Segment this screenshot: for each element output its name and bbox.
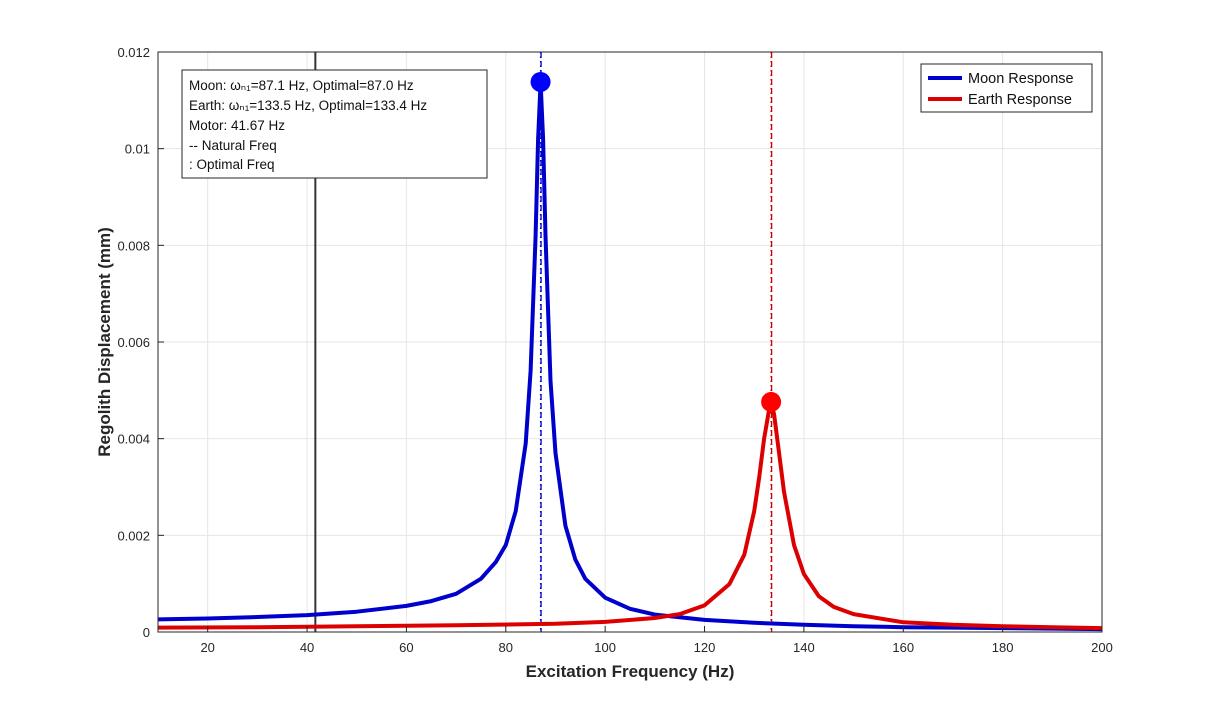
peak-markers (530, 71, 782, 412)
x-tick-label: 80 (499, 640, 513, 655)
y-tick-label: 0.006 (117, 335, 150, 350)
y-tick-label: 0.004 (117, 432, 150, 447)
legend-label-earth: Earth Response (968, 92, 1072, 108)
annotation-line: : Optimal Freq (189, 157, 275, 172)
x-axis-title: Excitation Frequency (Hz) (526, 662, 735, 681)
legend-label-moon: Moon Response (968, 71, 1074, 87)
x-tick-label: 140 (793, 640, 815, 655)
x-tick-label: 40 (300, 640, 314, 655)
series-line (158, 80, 1102, 632)
x-axis-ticks: 20 40 60 80 100 120 140 160 180 200 (200, 626, 1113, 655)
legend: Moon Response Earth Response (920, 63, 1093, 113)
x-tick-label: 180 (992, 640, 1014, 655)
annotation-box: Moon: ωₙ₁=87.1 Hz, Optimal=87.0 Hz Earth… (181, 69, 488, 179)
x-tick-label: 20 (200, 640, 214, 655)
x-tick-label: 100 (594, 640, 616, 655)
y-axis-title: Regolith Displacement (mm) (95, 227, 114, 457)
x-tick-label: 200 (1091, 640, 1113, 655)
annotation-line: -- Natural Freq (189, 138, 277, 153)
peak-marker (530, 71, 551, 92)
y-tick-label: 0 (143, 625, 150, 640)
y-tick-label: 0.01 (125, 142, 150, 157)
annotation-line: Moon: ωₙ₁=87.1 Hz, Optimal=87.0 Hz (189, 78, 414, 93)
annotation-line: Motor: 41.67 Hz (189, 118, 285, 133)
x-tick-label: 120 (694, 640, 716, 655)
annotation-line: Earth: ωₙ₁=133.5 Hz, Optimal=133.4 Hz (189, 98, 427, 113)
x-tick-label: 160 (892, 640, 914, 655)
peak-marker (761, 391, 782, 412)
y-tick-label: 0.008 (117, 238, 150, 253)
y-axis-ticks: 0 0.002 0.004 0.006 0.008 0.01 0.012 (117, 45, 164, 640)
x-tick-label: 60 (399, 640, 413, 655)
y-tick-label: 0.002 (117, 528, 150, 543)
y-tick-label: 0.012 (117, 45, 150, 60)
